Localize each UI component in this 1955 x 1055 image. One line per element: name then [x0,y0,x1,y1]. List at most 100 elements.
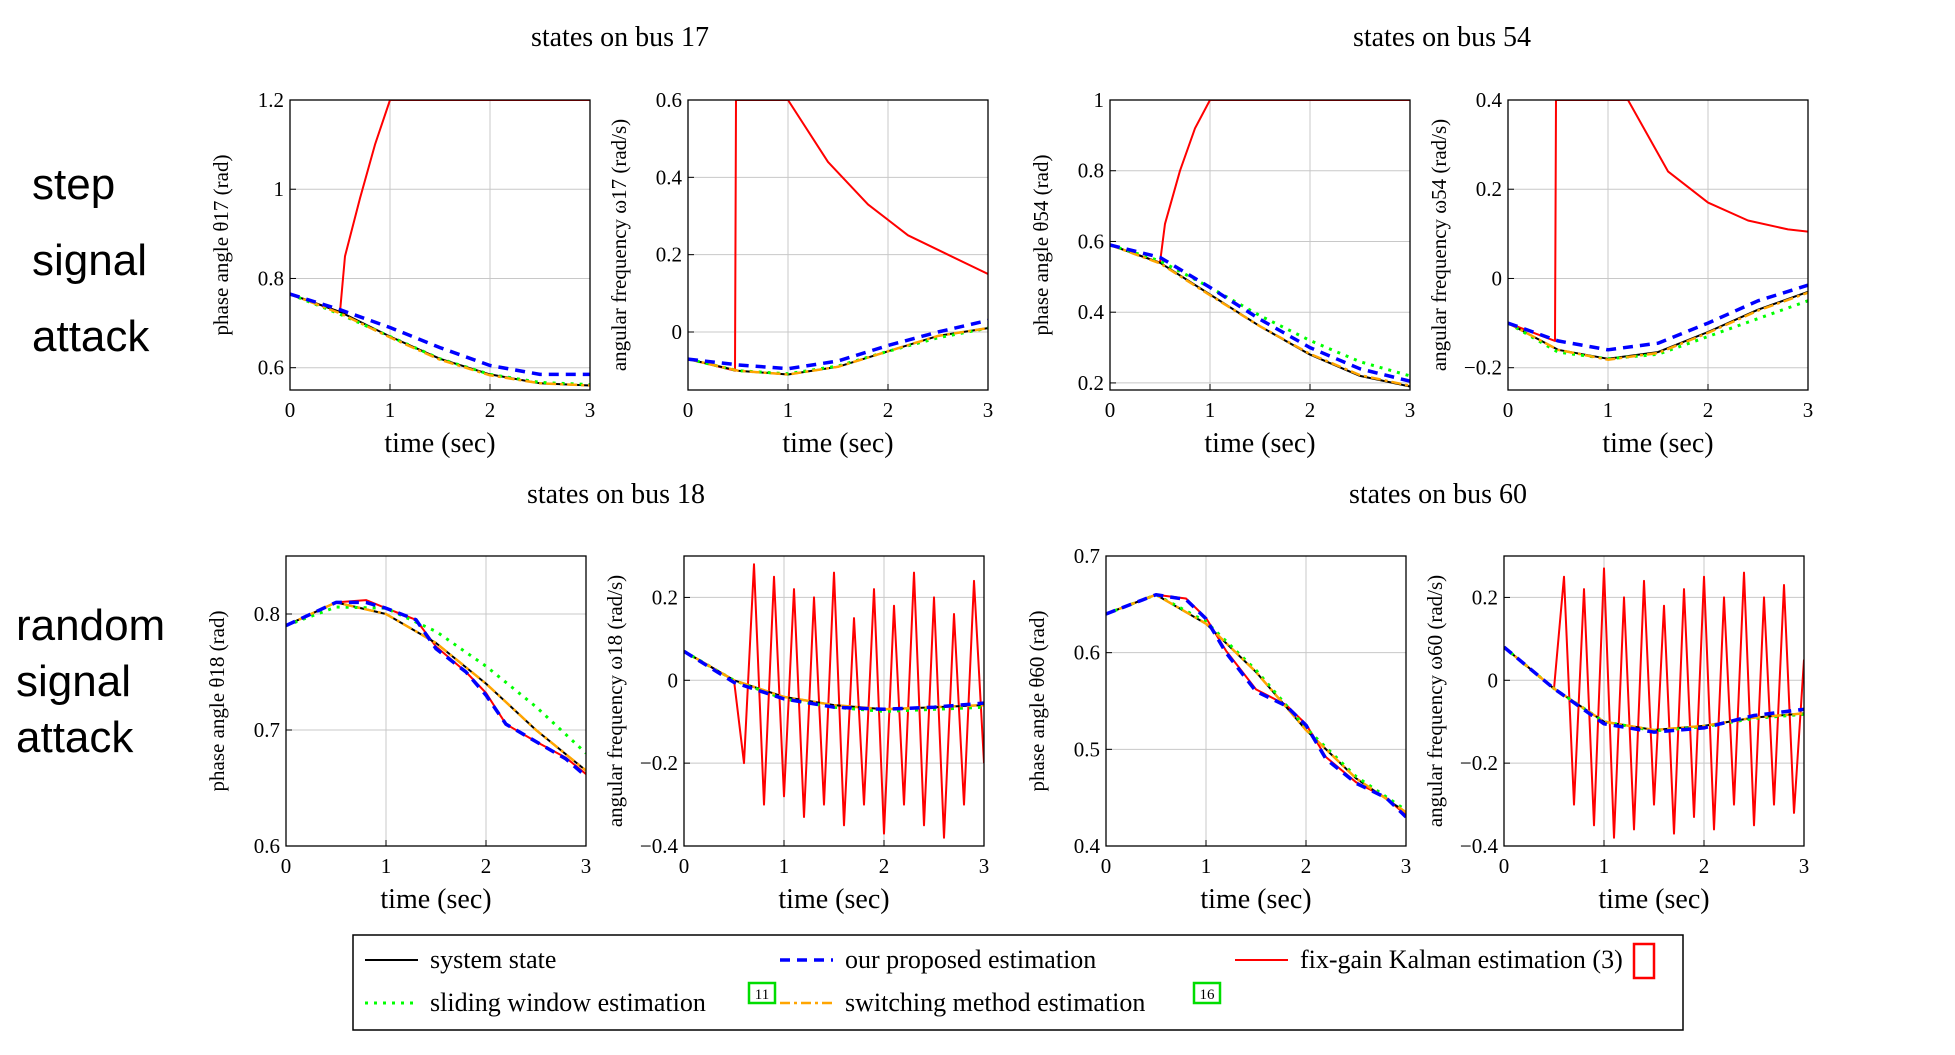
series-kalman [290,100,590,313]
y-tick-label: 0.4 [1476,88,1503,112]
x-tick-label: 1 [1201,854,1212,878]
legend-label-sliding: sliding window estimation [430,988,706,1017]
series-system [1508,290,1808,360]
x-tick-label: 2 [883,398,894,422]
x-axis-label: time (sec) [782,428,893,459]
x-axis-label: time (sec) [778,884,889,915]
series-switching [1106,593,1406,814]
plot-frame [289,99,591,391]
y-tick-label: 0.4 [1078,300,1105,324]
series-kalman [684,563,984,839]
y-tick-label: 0.4 [1074,834,1101,858]
legend-box [352,934,1684,1031]
series-switching [290,292,590,387]
plot-frame [285,555,587,847]
plot-frame [1105,555,1407,847]
y-tick-label: 0.5 [1074,737,1100,761]
x-tick-label: 0 [1499,854,1510,878]
y-tick-label: −0.4 [640,834,679,858]
series-sliding [1508,299,1808,361]
plot-frame [683,555,985,847]
x-tick-label: 0 [285,398,296,422]
x-axis-label: time (sec) [1200,884,1311,915]
series-kalman [1110,100,1410,264]
series-switching [1110,243,1410,388]
x-tick-label: 2 [1305,398,1316,422]
series-kalman [286,599,586,775]
series-proposed [1508,283,1808,352]
group-title: states on bus 18 [527,479,705,510]
y-tick-label: 0.6 [258,356,284,380]
row-label-step: step [32,160,115,209]
chart-panel-7: states on bus 60 0 1 2 3 0.4 0.5 0.6 0.7 time (se… [1025,479,1527,915]
x-tick-label: 0 [1105,398,1116,422]
series-kalman [688,100,988,372]
group-title: states on bus 60 [1349,479,1527,510]
chart-panel-6: 0 1 2 3 −0.4 −0.2 0 0.2 time (sec) angular freque… [603,555,989,915]
chart-panel-1: states on bus 17 0 1 2 3 0.6 0.8 1 1.2 time (sec)… [209,22,709,459]
series-sliding [1110,243,1410,378]
cite-box-switching [1192,981,1222,1005]
y-tick-label: 0.8 [254,602,280,626]
y-tick-label: 1 [274,177,285,201]
x-tick-label: 3 [581,854,592,878]
plot-frame [687,99,989,391]
row-label-signal-2: signal [16,657,131,706]
y-tick-label: 0.8 [258,266,284,290]
x-axis-label: time (sec) [380,884,491,915]
y-tick-label: 0.7 [254,718,280,742]
y-axis-label: angular frequency ω60 (rad/s) [1423,575,1447,827]
x-tick-label: 1 [779,854,790,878]
y-tick-label: 0.4 [656,165,683,189]
x-tick-label: 0 [679,854,690,878]
x-tick-label: 2 [1301,854,1312,878]
row-label-random: random [16,601,165,650]
x-tick-label: 1 [783,398,794,422]
y-axis-label: phase angle θ60 (rad) [1025,611,1049,792]
x-axis-label: time (sec) [1598,884,1709,915]
x-tick-label: 3 [1803,398,1814,422]
x-tick-label: 1 [1205,398,1216,422]
plot-frame [1507,99,1809,391]
x-tick-label: 0 [1503,398,1514,422]
legend-label-kalman: fix-gain Kalman estimation (3) [1300,945,1623,974]
y-tick-label: 0.2 [1078,371,1104,395]
y-tick-label: 0 [1492,266,1503,290]
x-tick-label: 2 [1703,398,1714,422]
legend-label-switching: switching method estimation [845,988,1145,1017]
y-tick-label: 1 [1094,88,1105,112]
y-tick-label: 0.6 [656,88,682,112]
series-kalman [1508,100,1808,342]
series-system [1110,244,1410,388]
y-tick-label: −0.2 [640,751,678,775]
y-axis-label: angular frequency ω17 (rad/s) [607,119,631,371]
y-tick-label: 0.6 [1078,229,1104,253]
y-tick-label: 0.2 [652,585,678,609]
series-proposed [1106,592,1406,819]
series-proposed [1504,645,1804,734]
x-tick-label: 1 [1599,854,1610,878]
y-axis-label: angular frequency ω18 (rad/s) [603,575,627,827]
y-axis-label: phase angle θ54 (rad) [1029,155,1053,336]
cite-sliding: 11 [755,987,769,1003]
y-axis-label: angular frequency ω54 (rad/s) [1427,119,1451,371]
legend: system state our proposed estimation fix… [352,934,1684,1031]
y-axis-label: phase angle θ17 (rad) [209,155,233,336]
chart-panel-3: states on bus 54 0 1 2 3 0.2 0.4 0.6 0.8 1 time (s… [1029,22,1531,459]
x-tick-label: 1 [385,398,396,422]
y-tick-label: 1.2 [258,88,284,112]
y-tick-label: 0.8 [1078,159,1104,183]
series-system [290,293,590,387]
series-kalman [1504,567,1804,839]
series-proposed [684,649,984,712]
group-title: states on bus 54 [1353,22,1531,53]
chart-panel-8: 0 1 2 3 −0.4 −0.2 0 0.2 time (sec) angular freque… [1423,555,1809,915]
y-tick-label: −0.4 [1460,834,1499,858]
y-tick-label: 0.2 [1472,585,1498,609]
x-tick-label: 3 [983,398,994,422]
x-tick-label: 2 [1699,854,1710,878]
x-tick-label: 0 [1101,854,1112,878]
series-proposed [290,292,590,377]
x-axis-label: time (sec) [384,428,495,459]
